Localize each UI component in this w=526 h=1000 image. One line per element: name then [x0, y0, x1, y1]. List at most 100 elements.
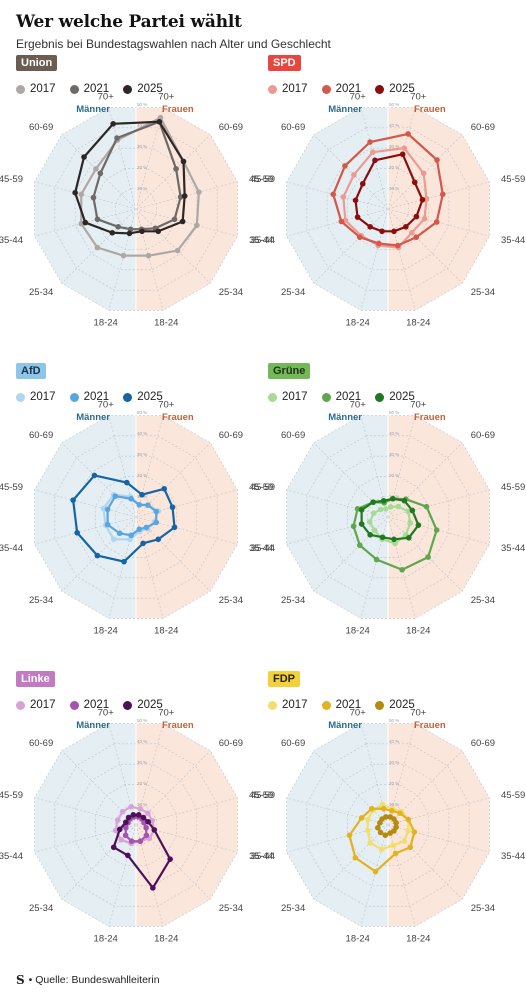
legend-item-2017: 2017 — [268, 391, 308, 403]
radial-tick-label: 30 % — [389, 760, 399, 765]
grid-spoke — [286, 797, 389, 826]
legend-label: 2017 — [282, 391, 308, 403]
legend-item-2025: 2025 — [375, 83, 415, 95]
footer: S • Quelle: Bundeswahlleiterin — [16, 973, 160, 987]
data-point-2021 — [350, 523, 357, 530]
age-label: 45-59 — [501, 790, 525, 801]
age-label: 70+ — [350, 399, 367, 410]
data-point-2025 — [367, 532, 373, 538]
data-point-2025 — [405, 534, 412, 541]
radial-tick-label: 40 % — [137, 739, 147, 744]
grid-ring — [306, 435, 470, 599]
age-label: 70+ — [98, 91, 115, 102]
data-point-2025 — [377, 820, 383, 826]
data-point-2021 — [372, 868, 379, 875]
grid-spoke — [360, 516, 389, 619]
grid-spoke — [360, 208, 389, 311]
party-badge: AfD — [16, 363, 46, 379]
women-half-background — [388, 723, 490, 927]
grid-spoke — [387, 516, 463, 592]
age-label: 35-44 — [251, 235, 275, 246]
legend-label: 2017 — [30, 391, 56, 403]
legend-swatch — [321, 392, 331, 402]
grid-spoke — [135, 516, 164, 619]
data-point-2025 — [82, 219, 89, 226]
data-point-2025 — [419, 196, 426, 203]
data-point-2021 — [373, 556, 380, 563]
radial-tick-label: 30 % — [137, 760, 147, 765]
data-point-2017 — [367, 840, 373, 846]
age-label: 35-44 — [251, 543, 275, 554]
data-point-2021 — [356, 542, 363, 549]
data-point-2025 — [161, 485, 168, 492]
data-point-2021 — [97, 170, 104, 177]
data-point-2021 — [423, 503, 430, 510]
age-label: 60-69 — [471, 430, 495, 441]
data-point-2025 — [399, 151, 406, 158]
legend-swatch — [69, 84, 79, 94]
data-point-2021 — [143, 524, 150, 531]
grid-ring — [326, 455, 450, 579]
data-point-2021 — [356, 234, 363, 241]
legend: 2017 2021 2025 — [16, 699, 177, 711]
radial-tick-label: 30 % — [137, 452, 147, 457]
age-label: 60-69 — [29, 122, 53, 133]
legend-label: 2017 — [30, 699, 56, 711]
data-point-2021 — [375, 240, 382, 247]
data-point-2017 — [120, 252, 127, 259]
legend-item-2021: 2021 — [69, 699, 109, 711]
data-point-2017 — [364, 827, 371, 834]
data-point-2021 — [433, 219, 440, 225]
panel-spd: SPD 2017 2021 2025 10 % 20 % 30 % 40 % 50 % 70+ 60… — [251, 55, 525, 355]
data-point-2021 — [136, 526, 143, 532]
radial-tick-label: 10 % — [137, 186, 147, 191]
grid-spoke — [135, 208, 164, 311]
age-label: 18-24 — [94, 934, 118, 945]
data-point-2021 — [433, 527, 440, 533]
data-point-2017 — [387, 504, 394, 510]
data-point-2025 — [151, 827, 158, 833]
age-label: 45-59 — [0, 174, 23, 185]
legend-swatch — [375, 392, 385, 402]
data-point-2021 — [153, 519, 160, 526]
age-label: 70+ — [158, 399, 175, 410]
radar-chart-afd: 10 %20 %30 %40 %50 %70+60-6945-5935-4425… — [0, 399, 273, 636]
group-label-men: Männer — [76, 720, 110, 731]
age-label: 35-44 — [249, 543, 273, 554]
data-point-2017 — [369, 149, 376, 155]
data-point-2025 — [382, 832, 389, 838]
data-point-2021 — [405, 131, 411, 137]
legend-swatch — [375, 84, 385, 94]
data-point-2025 — [81, 154, 87, 160]
grid-spoke — [135, 489, 238, 518]
age-label: 45-59 — [501, 482, 525, 493]
data-point-2021 — [143, 824, 149, 831]
data-point-2017 — [196, 189, 202, 195]
legend-swatch — [321, 84, 331, 94]
data-point-2025 — [367, 224, 373, 230]
data-point-2017 — [371, 527, 378, 534]
legend-label: 2017 — [282, 83, 308, 95]
grid-spoke — [61, 824, 137, 900]
age-label: 35-44 — [251, 851, 275, 862]
age-label: 70+ — [158, 707, 175, 718]
group-label-men: Männer — [328, 412, 362, 423]
age-label: 25-34 — [471, 903, 495, 914]
grid-spoke — [286, 489, 389, 518]
legend: 2017 2021 2025 — [268, 83, 429, 95]
data-point-2021 — [128, 532, 134, 539]
group-label-women: Frauen — [414, 412, 446, 423]
data-point-2017 — [371, 510, 377, 516]
grid-spoke — [135, 415, 164, 518]
legend: 2017 2021 2025 — [268, 699, 429, 711]
data-point-2021 — [114, 135, 120, 141]
age-label: 60-69 — [471, 122, 495, 133]
group-label-women: Frauen — [414, 104, 446, 115]
data-point-2021 — [122, 832, 129, 839]
group-label-women: Frauen — [162, 104, 194, 115]
data-point-2025 — [155, 228, 162, 235]
radial-tick-label: 40 % — [389, 739, 399, 744]
legend-label: 2017 — [30, 83, 56, 95]
grid-ring — [54, 743, 218, 907]
legend-item-2021: 2021 — [321, 699, 361, 711]
